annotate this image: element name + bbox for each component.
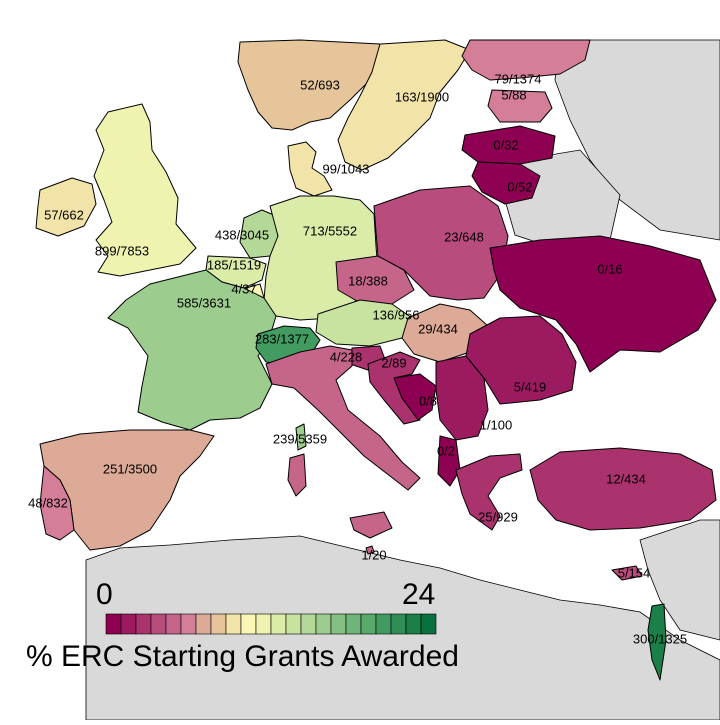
label-norway: 52/693 bbox=[300, 77, 340, 92]
legend-step bbox=[210, 613, 227, 635]
label-romania: 5/419 bbox=[514, 379, 547, 394]
label-serbia: 1/100 bbox=[480, 417, 513, 432]
legend-step bbox=[255, 613, 272, 635]
island-sicily[interactable] bbox=[349, 511, 393, 539]
label-malta: 1/20 bbox=[361, 547, 386, 562]
legend-step bbox=[240, 613, 257, 635]
label-switzerland: 283/1377 bbox=[255, 331, 309, 346]
label-luxembourg: 4/37 bbox=[231, 281, 256, 296]
country-portugal[interactable] bbox=[39, 465, 75, 541]
label-sweden: 163/1900 bbox=[395, 89, 449, 104]
country-estonia[interactable] bbox=[487, 89, 553, 123]
legend-title: % ERC Starting Grants Awarded bbox=[26, 640, 459, 673]
label-italy: 239/5359 bbox=[273, 431, 327, 446]
legend-step bbox=[390, 613, 407, 635]
legend-step bbox=[420, 613, 437, 635]
label-lithuania: 0/52 bbox=[507, 179, 532, 194]
label-austria: 136/956 bbox=[373, 307, 420, 322]
legend-step bbox=[300, 613, 317, 635]
country-ireland[interactable] bbox=[35, 177, 97, 237]
label-albania: 0/2 bbox=[437, 443, 455, 458]
country-cyprus[interactable] bbox=[611, 565, 643, 581]
label-netherlands: 438/3045 bbox=[215, 227, 269, 242]
legend-step bbox=[195, 613, 212, 635]
label-ukraine: 0/16 bbox=[597, 261, 622, 276]
label-greece: 25/929 bbox=[478, 509, 518, 524]
country-italy[interactable] bbox=[265, 345, 421, 491]
legend-step bbox=[270, 613, 287, 635]
label-finland: 79/1374 bbox=[495, 71, 542, 86]
country-france[interactable] bbox=[107, 269, 277, 431]
russia-land bbox=[554, 39, 720, 241]
legend-step bbox=[315, 613, 332, 635]
label-poland: 23/648 bbox=[444, 229, 484, 244]
legend-step bbox=[330, 613, 347, 635]
legend-step bbox=[360, 613, 377, 635]
label-cyprus: 5/154 bbox=[618, 565, 651, 580]
country-lithuania[interactable] bbox=[471, 161, 541, 205]
label-turkey: 12/434 bbox=[606, 471, 646, 486]
country-malta[interactable] bbox=[365, 545, 375, 555]
country-latvia[interactable] bbox=[461, 125, 556, 165]
island-corsica[interactable] bbox=[295, 423, 307, 451]
country-finland[interactable] bbox=[461, 39, 591, 81]
country-greece[interactable] bbox=[455, 453, 523, 531]
legend-step bbox=[285, 613, 302, 635]
label-slovenia: 4/228 bbox=[330, 349, 363, 364]
label-belgium: 185/1519 bbox=[207, 257, 261, 272]
legend-step bbox=[165, 613, 182, 635]
country-poland[interactable] bbox=[373, 185, 509, 301]
label-israel: 300/1325 bbox=[633, 631, 687, 646]
legend-step bbox=[405, 613, 422, 635]
label-latvia: 0/32 bbox=[493, 137, 518, 152]
legend-step bbox=[135, 613, 152, 635]
label-germany: 713/5552 bbox=[303, 223, 357, 238]
label-denmark: 99/1043 bbox=[323, 161, 370, 176]
country-turkey[interactable] bbox=[529, 447, 717, 531]
countries bbox=[35, 39, 717, 681]
legend-step bbox=[150, 613, 167, 635]
legend: 0 24 % ERC Starting Grants Awarded bbox=[26, 578, 459, 673]
label-uk: 899/7853 bbox=[95, 243, 149, 258]
label-hungary: 29/434 bbox=[418, 321, 458, 336]
country-israel[interactable] bbox=[647, 603, 667, 681]
legend-color-scale bbox=[105, 613, 437, 635]
country-labels: 899/7853 57/662 585/3631 251/3500 48/832… bbox=[28, 71, 687, 646]
legend-step bbox=[120, 613, 137, 635]
label-croatia: 2/89 bbox=[381, 355, 406, 370]
legend-step bbox=[225, 613, 242, 635]
label-estonia: 5/88 bbox=[501, 87, 526, 102]
middle-east-land bbox=[639, 519, 720, 641]
country-bosnia[interactable] bbox=[393, 373, 437, 421]
country-albania[interactable] bbox=[437, 435, 461, 487]
label-czech: 18/388 bbox=[348, 273, 388, 288]
label-bosnia: 0/8 bbox=[419, 393, 437, 408]
label-portugal: 48/832 bbox=[28, 495, 68, 510]
legend-min-label: 0 bbox=[96, 578, 113, 611]
legend-max-label: 24 bbox=[402, 578, 435, 611]
country-denmark[interactable] bbox=[287, 141, 333, 197]
country-romania[interactable] bbox=[465, 315, 577, 405]
label-france: 585/3631 bbox=[177, 295, 231, 310]
label-ireland: 57/662 bbox=[44, 207, 84, 222]
legend-step bbox=[180, 613, 197, 635]
legend-step bbox=[345, 613, 362, 635]
legend-step bbox=[375, 613, 392, 635]
label-spain: 251/3500 bbox=[103, 461, 157, 476]
island-sardinia[interactable] bbox=[287, 453, 307, 497]
legend-step bbox=[105, 613, 122, 635]
country-ukraine[interactable] bbox=[489, 235, 717, 373]
country-uk[interactable] bbox=[93, 103, 197, 277]
